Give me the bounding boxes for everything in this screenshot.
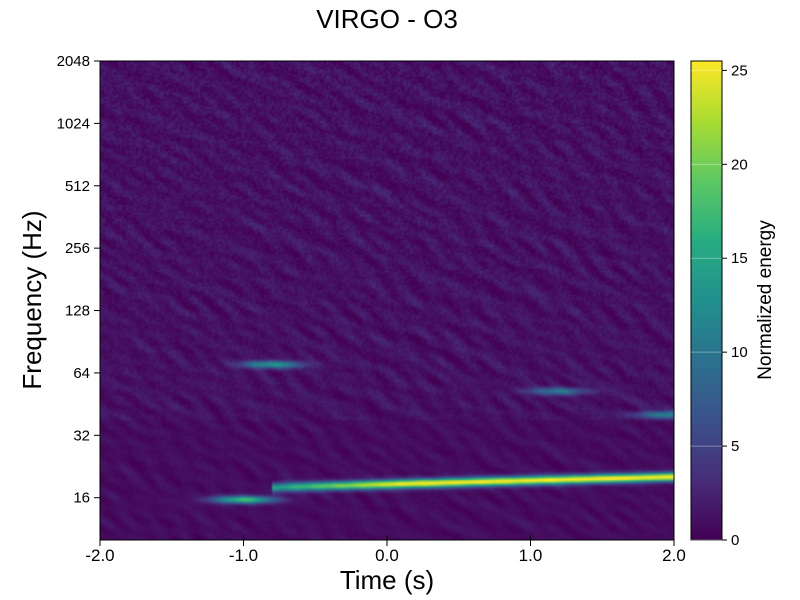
y-tick-label: 2048 xyxy=(57,53,90,70)
y-tick-label: 128 xyxy=(65,303,90,320)
colorbar-gradient xyxy=(690,60,723,541)
colorbar-label: Normalized energy xyxy=(755,220,776,380)
chart-title: VIRGO - O3 xyxy=(316,4,458,34)
x-tick-label: -1.0 xyxy=(229,546,258,565)
y-tick-label: 256 xyxy=(65,240,90,257)
x-tick-label: 0.0 xyxy=(375,546,399,565)
colorbar-tick-label: 10 xyxy=(731,344,748,361)
colorbar-tick-label: 5 xyxy=(731,438,739,455)
x-tick-label: -2.0 xyxy=(85,546,114,565)
plot-area xyxy=(99,60,675,541)
x-axis-label: Time (s) xyxy=(340,565,434,595)
y-axis: 16 32 64 128 256 512 1024 2048 xyxy=(57,53,100,507)
x-tick-label: 1.0 xyxy=(519,546,543,565)
y-axis-label: Frequency (Hz) xyxy=(17,210,47,389)
x-tick-label: 2.0 xyxy=(662,546,686,565)
y-tick-label: 32 xyxy=(73,427,90,444)
colorbar-tick-label: 25 xyxy=(731,62,748,79)
y-tick-label: 512 xyxy=(65,178,90,195)
colorbar: 0 5 10 15 20 25 Normalized energy xyxy=(690,60,776,549)
y-tick-label: 16 xyxy=(73,490,90,507)
y-tick-label: 1024 xyxy=(57,115,90,132)
colorbar-tick-label: 15 xyxy=(731,250,748,267)
spectrogram-heatmap xyxy=(100,61,674,540)
colorbar-ticks: 0 5 10 15 20 25 xyxy=(691,62,748,549)
x-axis: -2.0 -1.0 0.0 1.0 2.0 xyxy=(85,535,686,565)
colorbar-tick-label: 20 xyxy=(731,156,748,173)
colorbar-tick-label: 0 xyxy=(731,532,739,549)
y-tick-label: 64 xyxy=(73,365,90,382)
